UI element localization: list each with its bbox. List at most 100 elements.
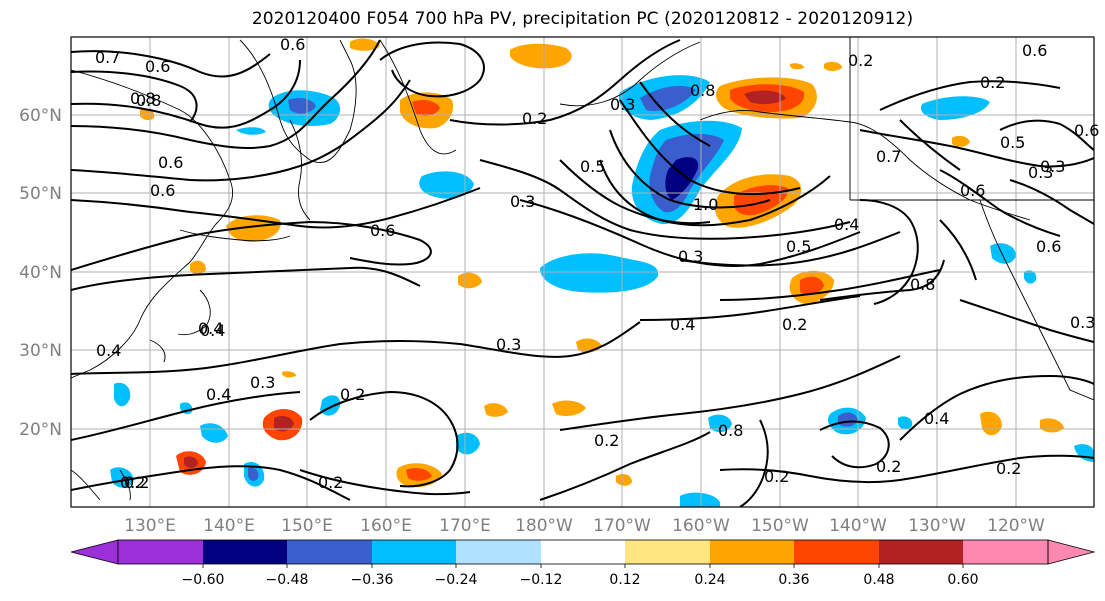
lat-label: 30°N — [19, 341, 62, 361]
negative-anomaly — [419, 171, 474, 199]
contour-label: 1.0 — [693, 195, 718, 214]
contour-label: 0.4 — [206, 385, 231, 404]
colorbar-bin — [710, 540, 794, 564]
positive-anomaly — [616, 474, 632, 486]
positive-anomaly — [458, 272, 482, 289]
contour-label: 0.4 — [924, 409, 949, 428]
contour-label: 0.2 — [782, 315, 807, 334]
contour-label: 0.2 — [876, 457, 901, 476]
contour-label: 0.3 — [250, 373, 275, 392]
negative-anomaly — [248, 467, 259, 481]
lon-label: 160°E — [360, 516, 412, 536]
contour-label: 0.4 — [96, 341, 121, 360]
negative-anomaly — [236, 127, 266, 135]
map-title: 2020120400 F054 700 hPa PV, precipitatio… — [251, 9, 914, 29]
colorbar-tick-label: 0.24 — [694, 572, 725, 588]
contour-label: 0.3 — [1040, 157, 1065, 176]
contour-labels: 0.7 0.6 0.8 0.6 0.6 0.2 0.3 0.5 1.0 0.8 … — [95, 35, 1099, 492]
colorbar-bin — [372, 540, 456, 564]
lon-label: 180°W — [515, 516, 573, 536]
contour-label: 0.6 — [145, 57, 170, 76]
pv-contours — [71, 39, 1094, 507]
contour-label: 0.5 — [786, 237, 811, 256]
colorbar-bin — [287, 540, 372, 564]
lon-label: 150°W — [751, 516, 809, 536]
negative-anomaly — [200, 423, 228, 443]
contour-label: 0.6 — [1036, 237, 1061, 256]
negative-anomaly — [708, 414, 732, 433]
colorbar-over-arrow — [1047, 539, 1096, 565]
colorbar-tick-label: 0.60 — [947, 572, 978, 588]
lat-label: 20°N — [19, 420, 62, 440]
negative-anomaly — [898, 416, 913, 430]
contour-label: 0.6 — [960, 181, 985, 200]
contour-label: 0.7 — [876, 147, 901, 166]
contour-label: 0.2 — [764, 467, 789, 486]
lat-label: 40°N — [19, 263, 62, 283]
positive-anomaly — [552, 400, 586, 416]
colorbar-tick-label: 0.48 — [863, 572, 894, 588]
contour-label: 0.8 — [130, 89, 155, 108]
colorbar-bin — [541, 540, 625, 564]
contour-label: 0.2 — [594, 431, 619, 450]
positive-anomaly — [824, 61, 842, 71]
contour-label: 0.6 — [1022, 41, 1047, 60]
positive-anomaly — [350, 38, 380, 51]
colorbar-tick-label: 0.36 — [778, 572, 809, 588]
colorbar-tick-label: −0.12 — [520, 572, 563, 588]
contour-label: 0.4 — [200, 321, 225, 340]
graticule — [71, 37, 1094, 507]
contour-label: 0.2 — [848, 51, 873, 70]
contour-label: 0.3 — [610, 95, 635, 114]
lat-label: 60°N — [19, 106, 62, 126]
lon-label: 150°E — [281, 516, 333, 536]
negative-anomaly — [1024, 270, 1037, 284]
plot-frame — [70, 36, 1095, 508]
contour-label: 0.2 — [120, 473, 145, 492]
negative-anomaly — [456, 432, 480, 455]
positive-anomaly — [790, 63, 804, 70]
colorbar-frame — [117, 539, 1049, 565]
contour-label: 0.3 — [1028, 163, 1053, 182]
lat-label: 50°N — [19, 184, 62, 204]
positive-anomaly — [412, 100, 440, 116]
contour-label: 0.3 — [1070, 313, 1095, 332]
positive-anomaly — [184, 456, 198, 468]
positive-anomaly — [406, 468, 432, 481]
contour-label: 0.6 — [1074, 121, 1099, 140]
negative-anomaly — [114, 382, 131, 407]
lon-label: 160°W — [672, 516, 730, 536]
contour-label: 0.2 — [340, 385, 365, 404]
positive-anomaly — [190, 260, 206, 275]
longitude-labels: 130°E 140°E 150°E 160°E 170°E 180°W 170°… — [124, 516, 1045, 536]
lon-label: 140°E — [203, 516, 255, 536]
contour-label: 0.4 — [834, 215, 859, 234]
contour-label: 0.8 — [910, 275, 935, 294]
colorbar: −0.60 −0.48 −0.36 −0.24 −0.12 0.12 0.24 … — [70, 539, 1096, 588]
colorbar-bin — [203, 540, 287, 564]
colorbar-bin — [963, 540, 1048, 564]
colorbar-tick-label: −0.48 — [266, 572, 309, 588]
negative-anomaly — [288, 98, 316, 114]
lon-label: 170°E — [439, 516, 491, 536]
lon-label: 130°W — [908, 516, 966, 536]
lon-label: 140°W — [829, 516, 887, 536]
colorbar-tick-label: −0.36 — [351, 572, 394, 588]
positive-anomaly — [744, 90, 786, 105]
negative-anomaly — [920, 96, 990, 120]
contour-label: 0.5 — [1000, 133, 1025, 152]
colorbar-tick-label: 0.12 — [609, 572, 640, 588]
contour-label: 0.3 — [678, 247, 703, 266]
lon-label: 130°E — [124, 516, 176, 536]
colorbar-bin — [625, 540, 710, 564]
negative-anomaly — [640, 85, 696, 112]
contour-label: 0.6 — [280, 35, 305, 54]
positive-anomaly — [800, 276, 824, 295]
contour-label: 0.2 — [996, 459, 1021, 478]
positive-anomaly — [510, 43, 572, 69]
positive-anomaly — [484, 403, 508, 417]
colorbar-tick-label: −0.24 — [435, 572, 478, 588]
colorbar-bin — [879, 540, 963, 564]
negative-anomaly — [680, 492, 720, 507]
